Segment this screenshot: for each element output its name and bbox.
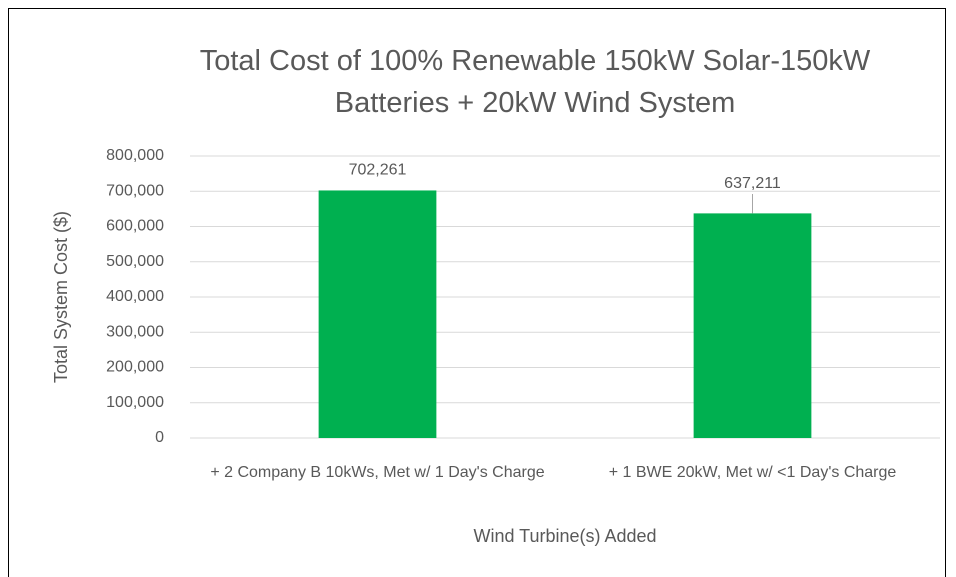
y-tick-label: 800,000 (106, 147, 164, 164)
data-label: 637,211 (724, 175, 781, 192)
y-tick-label: 100,000 (106, 394, 164, 411)
chart-title: Total Cost of 100% Renewable 150kW Solar… (199, 45, 871, 119)
x-axis-label: Wind Turbine(s) Added (473, 526, 657, 546)
chart-frame (8, 8, 946, 577)
x-tick-label: + 1 BWE 20kW, Met w/ <1 Day's Charge (608, 464, 897, 481)
y-tick-label: 300,000 (106, 323, 164, 340)
bar (318, 190, 437, 438)
x-tick-label: + 2 Company B 10kWs, Met w/ 1 Day's Char… (210, 464, 545, 481)
y-tick-label: 200,000 (106, 359, 164, 376)
y-tick-label: 400,000 (106, 288, 164, 305)
y-tick-label: 600,000 (106, 218, 164, 235)
y-tick-label: 500,000 (106, 253, 164, 270)
y-tick-label: 700,000 (106, 182, 164, 199)
data-label: 702,261 (349, 162, 407, 179)
y-tick-label: 0 (155, 429, 164, 446)
y-axis-label: Total System Cost ($) (51, 211, 71, 383)
bar (693, 213, 812, 438)
